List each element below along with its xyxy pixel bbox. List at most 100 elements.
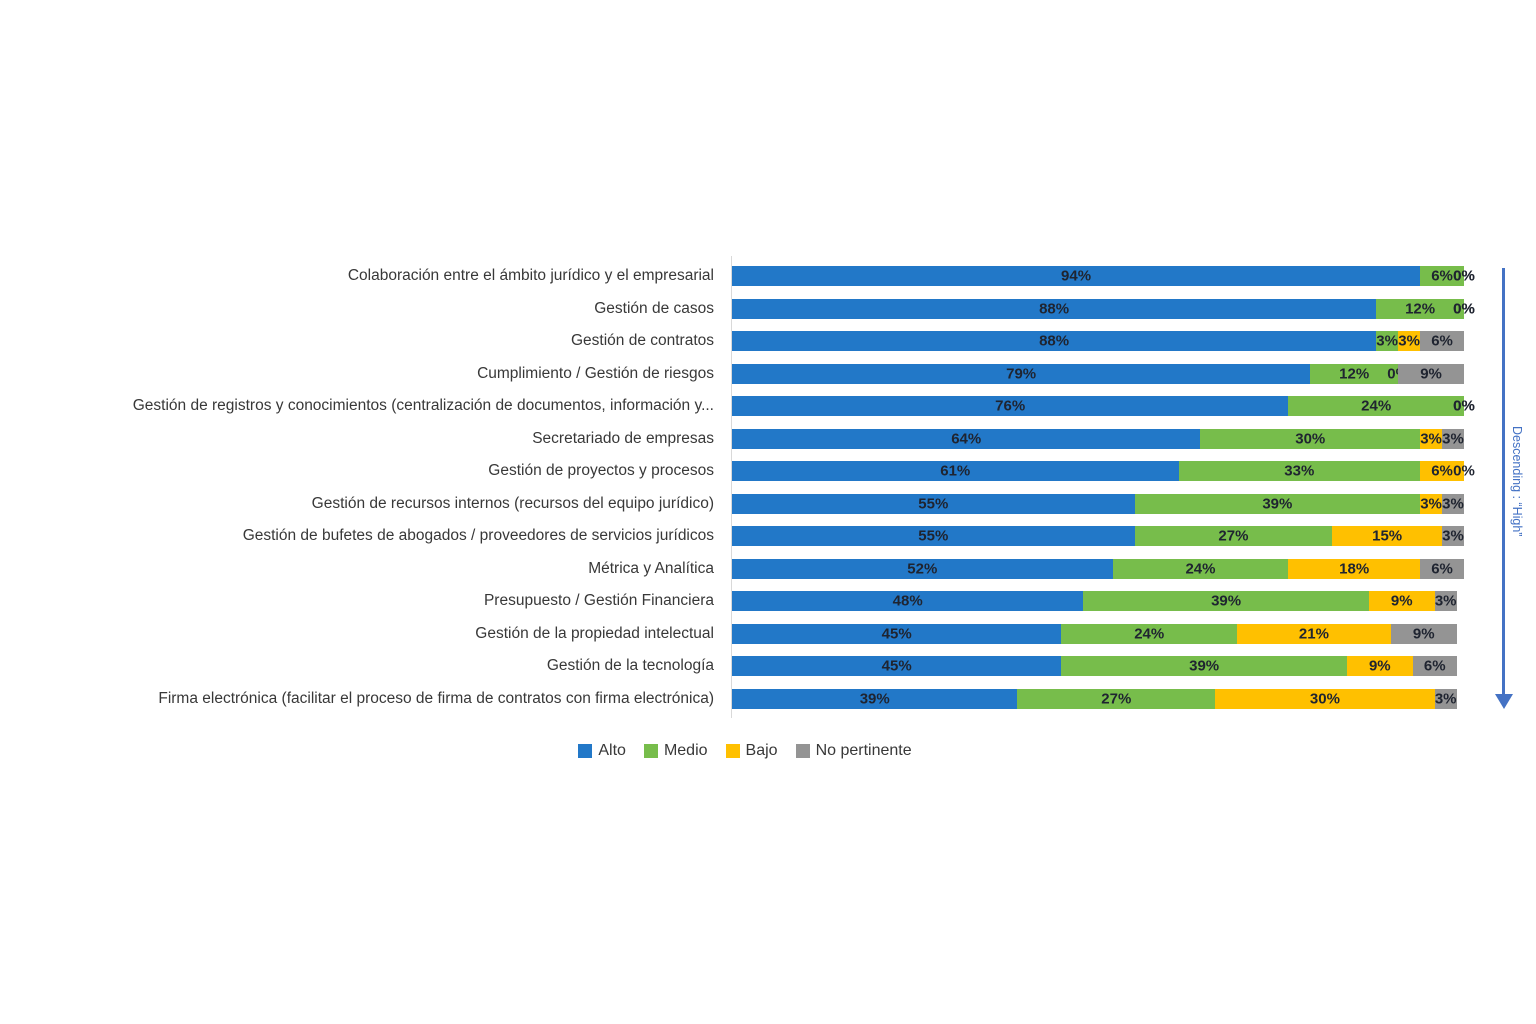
value-label-no-pertinente: 9% [1420, 365, 1442, 383]
bar-segment-no-pertinente [1442, 428, 1464, 449]
value-label-bajo: 0% [1453, 300, 1475, 318]
value-label-bajo: 15% [1372, 527, 1403, 545]
legend-label: No pertinente [815, 742, 912, 759]
bar-segment-medio [1134, 526, 1333, 547]
bar-segment-medio [1134, 493, 1421, 514]
value-label-no-pertinente: 3% [1442, 430, 1464, 448]
value-label-no-pertinente: 9% [1412, 625, 1435, 643]
bar-segment-medio [1288, 396, 1464, 417]
bar-segment-no-pertinente [1434, 688, 1457, 709]
bar-segment-bajo [1420, 461, 1464, 482]
bar-segment-medio [1083, 591, 1369, 612]
value-label-bajo: 9% [1368, 657, 1391, 675]
value-label-bajo: 0% [1453, 397, 1475, 415]
value-label-alto: 52% [907, 560, 938, 578]
bar-segment-alto [732, 591, 1084, 612]
value-label-bajo: 3% [1420, 430, 1442, 448]
chart-row: Gestión de registros y conocimientos (ce… [0, 390, 1536, 423]
value-label-medio: 33% [1284, 462, 1315, 480]
value-label-medio: 27% [1218, 527, 1249, 545]
value-label-medio: 12% [1405, 300, 1436, 318]
bar-segment-medio [1178, 461, 1421, 482]
chart-row: Gestión de contratos 88% 3% 3% 6% [0, 325, 1536, 358]
stacked-bar: 52% 24% 18% 6% [732, 558, 1464, 579]
value-label-no-pertinente: 3% [1442, 527, 1464, 545]
value-label-medio: 24% [1361, 397, 1392, 415]
value-label-no-pertinente: 0% [1453, 462, 1475, 480]
bar-segment-alto [732, 298, 1377, 319]
bar-segment-alto [732, 461, 1179, 482]
legend-swatch-icon [578, 744, 593, 758]
category-label: Métrica y Analítica [588, 559, 714, 577]
value-label-medio: 24% [1134, 625, 1165, 643]
legend-item-bajo: Bajo [725, 742, 778, 760]
stacked-bar: 94% 6% 0% 0% [732, 266, 1475, 287]
bar-segment-medio [1310, 363, 1399, 384]
legend-item-alto: Alto [578, 742, 626, 760]
bar-segment-medio [1200, 428, 1421, 449]
bar-segment-medio [1061, 656, 1347, 677]
bar-segment-no-pertinente [1434, 591, 1457, 612]
stacked-bar: 64% 30% 3% 3% [732, 428, 1464, 449]
value-label-medio: 6% [1431, 267, 1453, 285]
stacked-bar: 45% 39% 9% 6% [732, 656, 1464, 677]
value-label-alto: 64% [951, 430, 982, 448]
bar-segment-no-pertinente [1390, 623, 1457, 644]
bar-segment-medio [1376, 298, 1464, 319]
stacked-bar: 76% 24% 0% 0% [732, 396, 1475, 417]
stacked-bar: 88% 3% 3% 6% [732, 331, 1464, 352]
value-label-alto: 76% [995, 397, 1026, 415]
legend-swatch-icon [643, 744, 658, 758]
legend-label: Medio [663, 742, 708, 759]
chart-row: Gestión de la tecnología 45% 39% 9% 6% [0, 650, 1536, 683]
category-label: Gestión de la tecnología [546, 657, 714, 675]
chart-row: Gestión de recursos internos (recursos d… [0, 488, 1536, 521]
value-label-no-pertinente: 6% [1431, 560, 1453, 578]
bar-segment-alto [732, 656, 1062, 677]
bar-segment-medio [1017, 688, 1216, 709]
value-label-alto: 48% [892, 592, 923, 610]
bar-segment-medio [1420, 266, 1464, 287]
category-label: Firma electrónica (facilitar el proceso … [158, 689, 714, 707]
legend-swatch-icon [725, 744, 740, 758]
bar-segment-alto [732, 688, 1018, 709]
stacked-bar: 88% 12% 0% 0% [732, 298, 1475, 319]
value-label-alto: 88% [1039, 332, 1070, 350]
bar-segment-no-pertinente [1442, 493, 1464, 514]
legend-label: Alto [598, 742, 626, 759]
value-label-alto: 79% [1006, 365, 1037, 383]
stacked-bar: 55% 39% 3% 3% [732, 493, 1464, 514]
bar-segment-bajo [1215, 688, 1435, 709]
stacked-bar: 45% 24% 21% 9% [732, 623, 1464, 644]
chart-row: Secretariado de empresas 64% 30% 3% 3% [0, 423, 1536, 456]
value-label-medio: 27% [1101, 690, 1132, 708]
bar-segment-bajo [1398, 331, 1421, 352]
value-label-bajo: 9% [1390, 592, 1413, 610]
value-label-no-pertinente: 0% [1453, 300, 1475, 318]
y-axis-line [731, 256, 732, 718]
bar-segment-alto [732, 331, 1377, 352]
category-label: Gestión de contratos [570, 332, 714, 350]
legend-item-no-pertinente: No pertinente [795, 742, 912, 760]
chart-row: Presupuesto / Gestión Financiera 48% 39% 9%… [0, 585, 1536, 618]
bar-segment-alto [732, 363, 1311, 384]
stacked-bar: 55% 27% 15% 3% [732, 526, 1464, 547]
bar-segment-bajo [1420, 428, 1443, 449]
bar-segment-no-pertinente [1442, 526, 1464, 547]
value-label-bajo: 6% [1431, 462, 1453, 480]
chart-row: Gestión de la propiedad intelectual 45% 24… [0, 618, 1536, 651]
bar-segment-no-pertinente [1412, 656, 1457, 677]
bar-segment-no-pertinente [1420, 558, 1464, 579]
bar-segment-no-pertinente [1398, 363, 1464, 384]
category-label: Colaboración entre el ámbito jurídico y … [347, 267, 714, 285]
value-label-medio: 39% [1211, 592, 1242, 610]
chart-row: Gestión de proyectos y procesos 61% 33% 6% 0… [0, 455, 1536, 488]
value-label-no-pertinente: 0% [1453, 397, 1475, 415]
value-label-bajo: 0% [1453, 267, 1475, 285]
value-label-no-pertinente: 3% [1434, 690, 1457, 708]
value-label-no-pertinente: 6% [1423, 657, 1446, 675]
bar-segment-bajo [1368, 591, 1435, 612]
legend-swatch-icon [795, 744, 810, 758]
value-label-alto: 45% [881, 625, 912, 643]
category-label: Gestión de recursos internos (recursos d… [311, 494, 714, 512]
